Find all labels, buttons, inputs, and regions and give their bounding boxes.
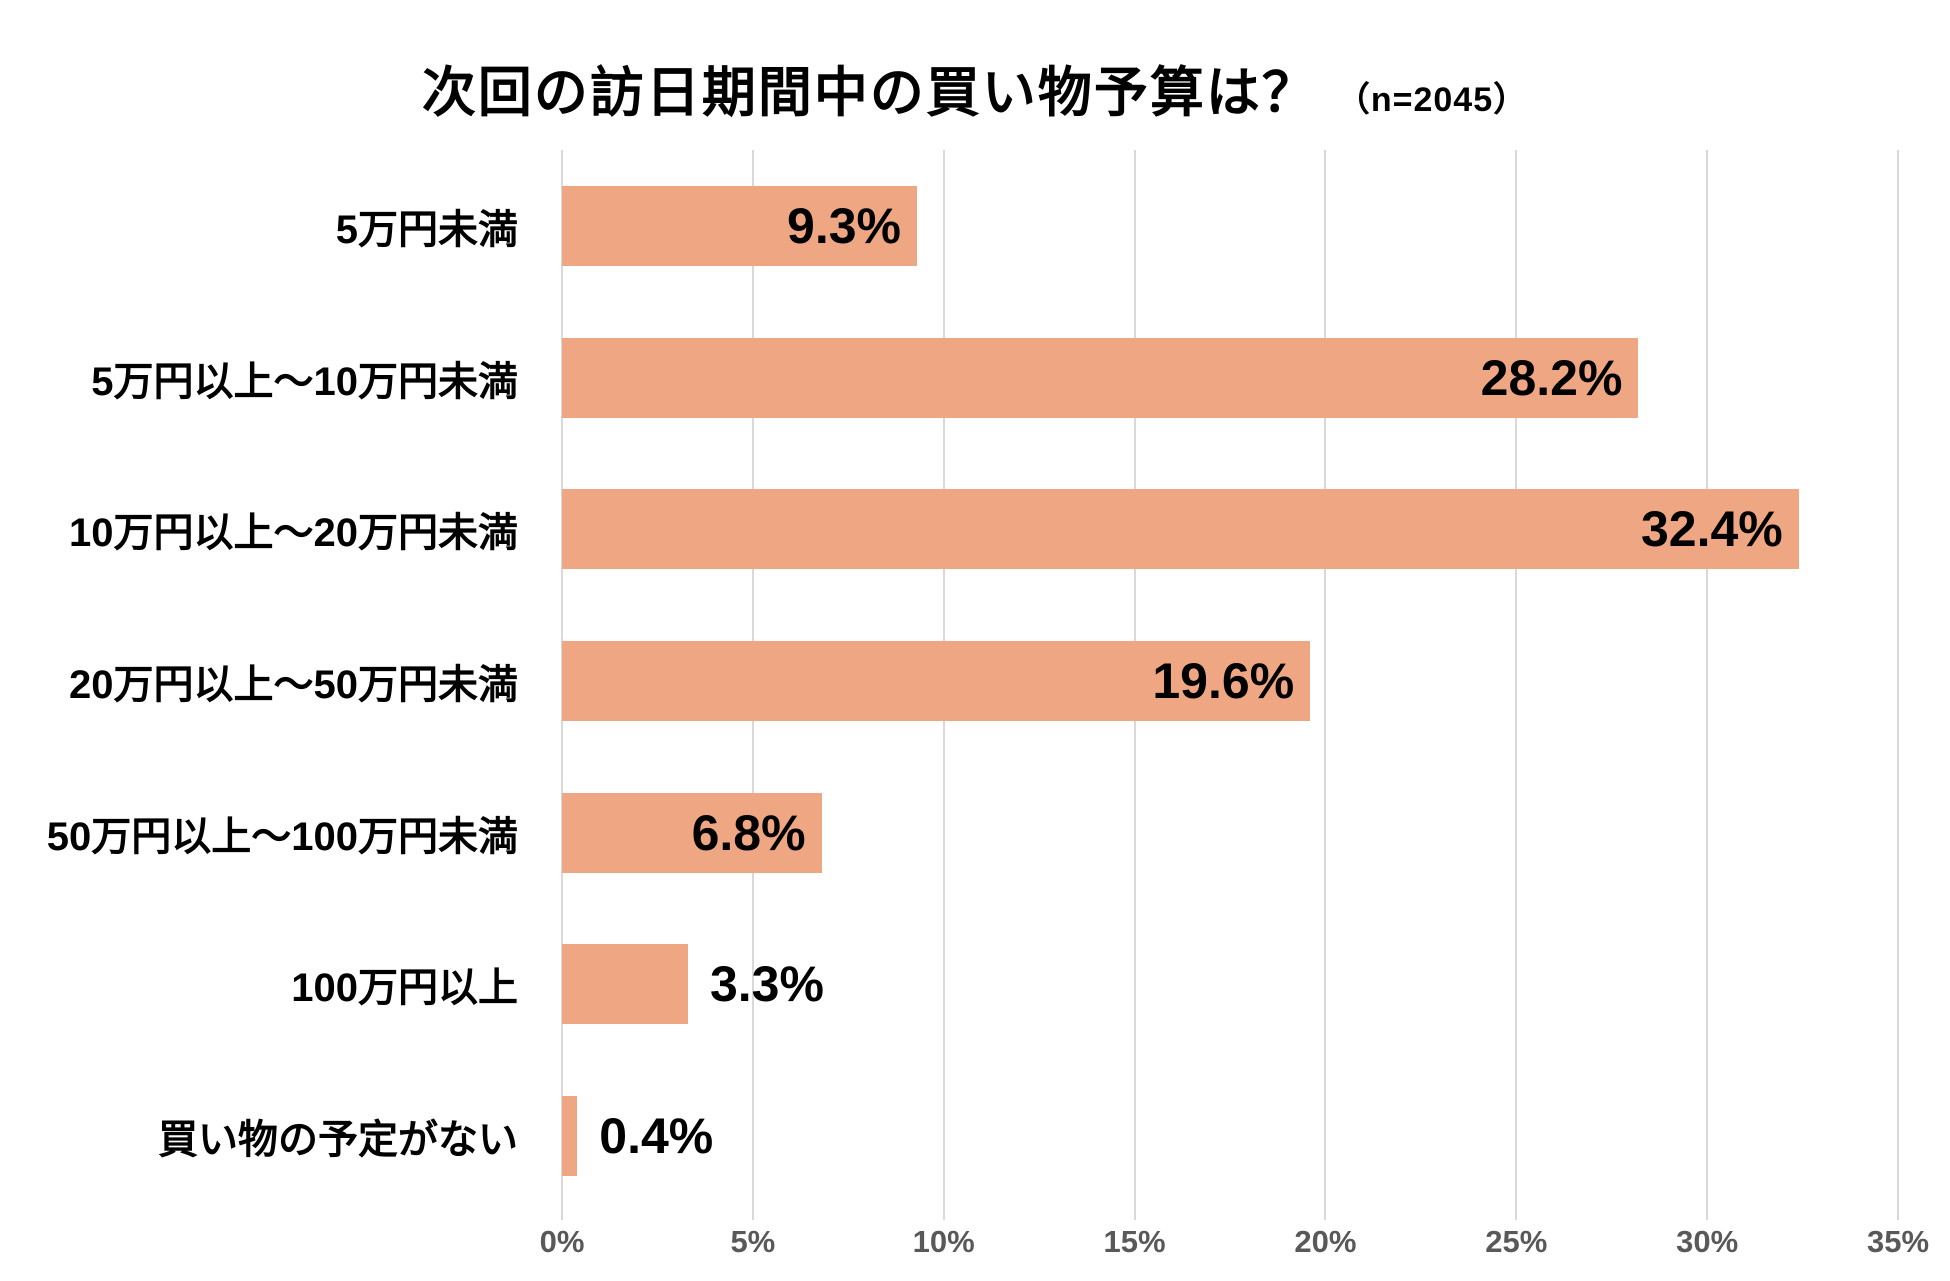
plot-area: 9.3% 28.2% 32.4% 19.6% 6.8% 3.3% 0.4%	[561, 150, 1899, 1220]
bar-row: 3.3%	[562, 909, 1898, 1061]
value-label: 32.4%	[1640, 501, 1783, 558]
bar: 32.4%	[562, 489, 1799, 570]
x-tick-label: 25%	[1485, 1224, 1548, 1259]
bar: 6.8%	[562, 792, 822, 873]
bar: 3.3%	[562, 944, 824, 1025]
chart-header: 次回の訪日期間中の買い物予算は？ （n=2045）	[0, 48, 1950, 127]
x-tick-label: 30%	[1676, 1224, 1739, 1259]
value-label: 3.3%	[709, 956, 824, 1013]
bar-row: 32.4%	[562, 453, 1898, 605]
x-tick-label: 20%	[1294, 1224, 1357, 1259]
x-tick-label: 15%	[1103, 1224, 1166, 1259]
value-label: 28.2%	[1480, 349, 1623, 406]
bar-row: 28.2%	[562, 302, 1898, 454]
x-axis-labels: 0% 5% 10% 15% 20% 25% 30% 35%	[540, 1224, 1929, 1270]
category-label: 5万円以上～10万円未満	[91, 359, 518, 404]
bar-row: 9.3%	[562, 150, 1898, 302]
bar-row: 0.4%	[562, 1060, 1898, 1212]
bar-rows: 9.3% 28.2% 32.4% 19.6% 6.8% 3.3% 0.4%	[562, 150, 1898, 1212]
bar: 0.4%	[562, 1096, 713, 1177]
bar-row: 6.8%	[562, 757, 1898, 909]
chart-title: 次回の訪日期間中の買い物予算は？	[421, 63, 1318, 123]
value-label: 19.6%	[1152, 653, 1295, 710]
chart-sample-size: （n=2045）	[1335, 81, 1529, 119]
bar: 9.3%	[562, 185, 917, 266]
x-tick-label: 5%	[730, 1224, 776, 1259]
x-tick-label: 10%	[912, 1224, 975, 1259]
x-tick-label: 35%	[1866, 1224, 1930, 1259]
category-label: 20万円以上～50万円未満	[69, 663, 518, 708]
category-label: 買い物の予定がない	[158, 1118, 518, 1163]
category-label: 5万円未満	[335, 207, 518, 252]
category-label: 10万円以上～20万円未満	[69, 511, 518, 556]
category-label: 100万円以上	[291, 966, 518, 1011]
bar: 19.6%	[562, 641, 1311, 722]
value-label: 6.8%	[691, 804, 806, 861]
value-label: 9.3%	[787, 197, 901, 254]
value-label: 0.4%	[599, 1108, 714, 1165]
bar: 28.2%	[562, 337, 1639, 418]
x-tick-label: 0%	[539, 1224, 585, 1259]
category-label: 50万円以上～100万円未満	[46, 814, 518, 859]
category-labels: 5万円未満 5万円以上～10万円未満 10万円以上～20万円未満 20万円以上～50万…	[0, 150, 540, 1212]
bar-row: 19.6%	[562, 605, 1898, 757]
